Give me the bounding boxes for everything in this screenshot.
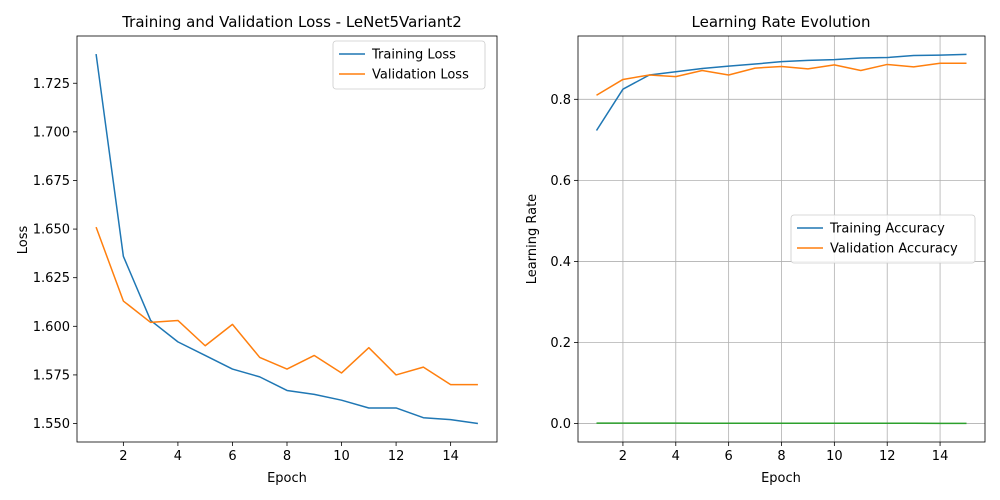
legend-entry: Training Loss <box>371 48 456 63</box>
x-axis-label: Epoch <box>267 471 307 486</box>
learning-rate-chart: Learning Rate Evolution Epoch Learning R… <box>525 13 986 486</box>
series-line-validation-accuracy <box>596 62 967 96</box>
x-tick-label: 4 <box>672 449 680 464</box>
legend: Training Accuracy Validation Accuracy <box>790 214 976 264</box>
legend: Training Loss Validation Loss <box>332 40 486 90</box>
legend-box <box>332 40 486 90</box>
legend-box <box>790 214 976 264</box>
y-tick-label: 0.4 <box>550 255 571 270</box>
y-tick-label: 1.575 <box>33 368 70 383</box>
x-tick-label: 2 <box>619 449 627 464</box>
y-axis-label: Loss <box>16 226 31 255</box>
legend-entry: Validation Accuracy <box>830 242 958 257</box>
x-tick-label: 14 <box>442 449 459 464</box>
chart-title: Training and Validation Loss - LeNet5Var… <box>121 13 462 31</box>
x-tick-label: 10 <box>826 449 843 464</box>
x-tick-label: 2 <box>119 449 127 464</box>
series-line-training-accuracy <box>595 53 967 131</box>
x-axis-label: Epoch <box>761 471 801 486</box>
legend-entry: Validation Loss <box>372 68 469 83</box>
x-tick-label: 4 <box>174 449 182 464</box>
x-tick-label: 8 <box>283 449 291 464</box>
y-tick-label: 0.8 <box>550 93 571 108</box>
y-tick-label: 1.625 <box>33 271 70 286</box>
x-tick-label: 14 <box>932 449 949 464</box>
x-tick-label: 6 <box>228 449 236 464</box>
y-tick-label: 0.0 <box>550 417 571 432</box>
x-tick-label: 8 <box>777 449 785 464</box>
series-line-validation-loss <box>95 226 478 386</box>
legend-entry: Training Accuracy <box>829 222 945 237</box>
series-line-training-loss <box>95 53 479 425</box>
chart-title: Learning Rate Evolution <box>692 13 871 31</box>
y-tick-label: 1.650 <box>33 223 70 238</box>
y-tick-label: 0.2 <box>550 336 571 351</box>
x-tick-label: 10 <box>333 449 350 464</box>
x-tick-label: 12 <box>388 449 405 464</box>
y-tick-label: 1.725 <box>33 77 70 92</box>
y-axis-label: Learning Rate <box>525 194 540 284</box>
y-tick-label: 1.675 <box>33 174 70 189</box>
y-tick-label: 1.600 <box>33 320 70 335</box>
y-tick-label: 0.6 <box>550 174 571 189</box>
x-tick-label: 6 <box>725 449 733 464</box>
x-tick-label: 12 <box>879 449 896 464</box>
y-tick-label: 1.700 <box>33 125 70 140</box>
y-tick-label: 1.550 <box>33 417 70 432</box>
loss-chart: Training and Validation Loss - LeNet5Var… <box>16 13 498 486</box>
plot-frame <box>76 35 498 443</box>
